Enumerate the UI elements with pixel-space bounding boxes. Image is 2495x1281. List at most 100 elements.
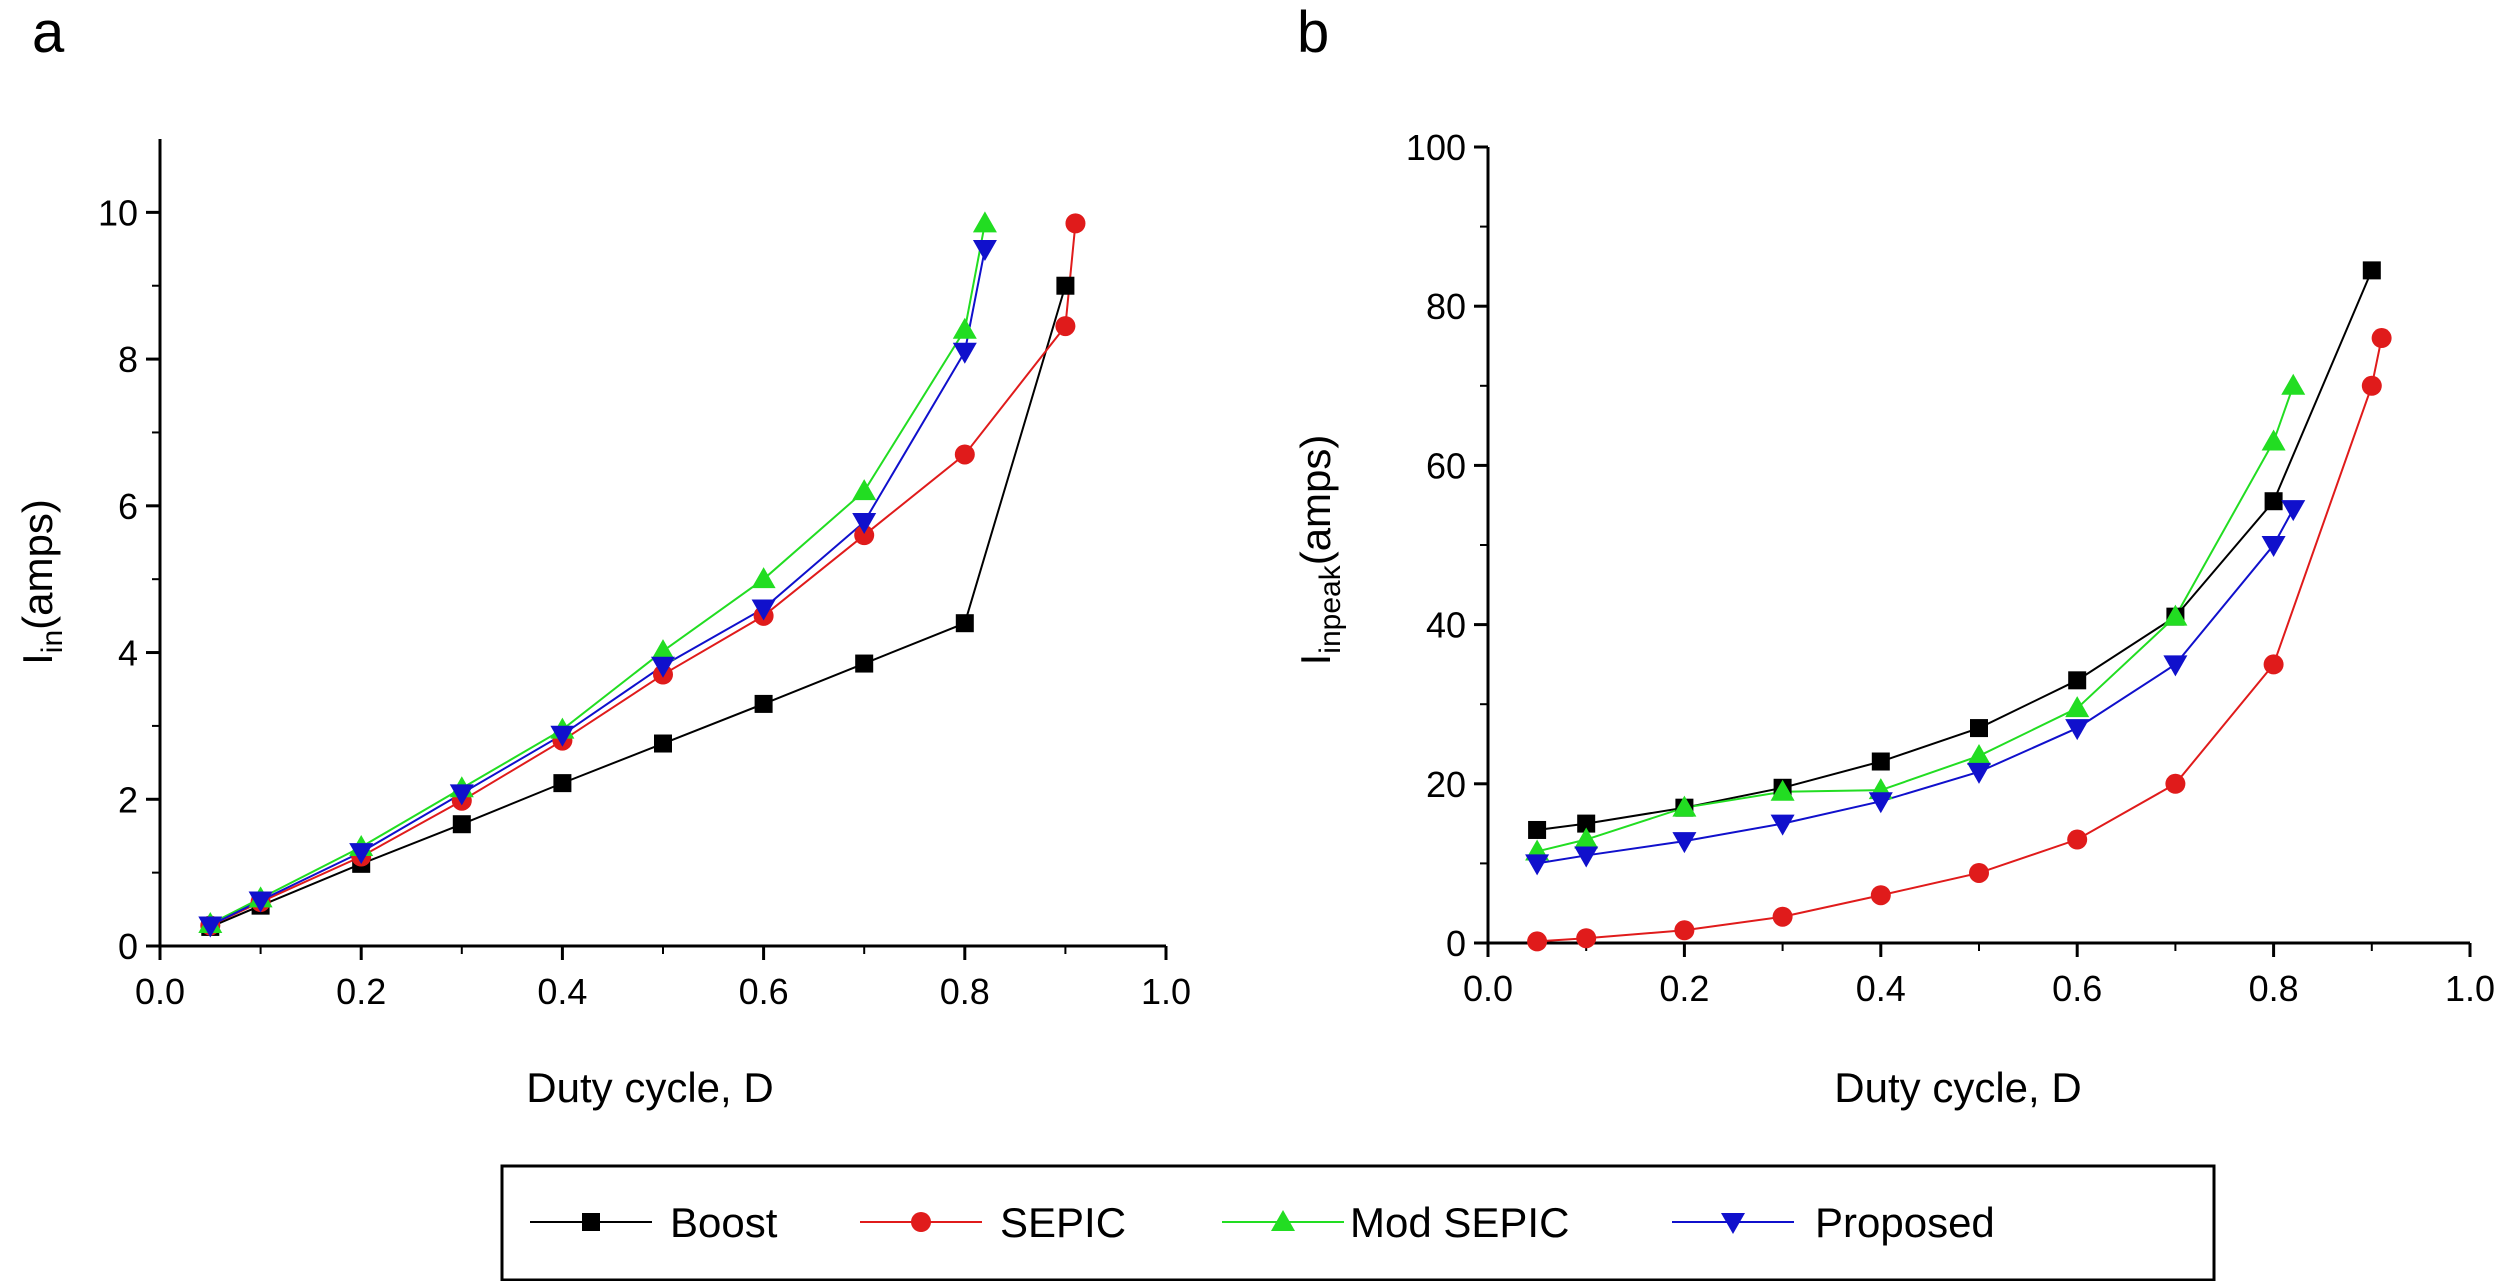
point-proposed-b: [1574, 846, 1599, 868]
series-line-mod-sepic-a: [209, 223, 986, 925]
point-sepic-b: [2361, 375, 2382, 396]
point-proposed-a: [248, 891, 273, 913]
y-tick-label-b: 60: [1426, 445, 1466, 486]
point-proposed-b: [2261, 536, 2286, 557]
y-axis-label-b-main: I: [1292, 654, 1339, 666]
series-line-proposed-b: [1536, 508, 2295, 865]
point-mod-sepic-a: [852, 479, 877, 501]
x-tick-label-a: 0.6: [739, 971, 789, 1012]
point-proposed-a: [751, 599, 776, 621]
x-tick-label-b: 0.2: [1659, 968, 1709, 1009]
point-sepic-b: [1674, 920, 1695, 941]
point-proposed-a: [651, 656, 675, 678]
legend-marker-proposed: [1721, 1213, 1745, 1234]
point-boost-b: [1577, 814, 1596, 833]
point-boost-a: [553, 774, 572, 793]
point-sepic-b: [1772, 906, 1793, 927]
legend-box: [500, 1164, 2216, 1281]
y-tick-label-b: 20: [1426, 764, 1466, 805]
point-sepic-a: [954, 444, 975, 465]
point-boost-a: [654, 734, 672, 753]
x-tick-label-b: 1.0: [2445, 968, 2495, 1009]
panel-label-a: a: [32, 0, 65, 65]
point-boost-a: [1056, 276, 1075, 295]
point-sepic-b: [1576, 928, 1597, 949]
x-tick-label-b: 0.0: [1463, 968, 1513, 1009]
y-axis-label-b-sub: inpeak: [1314, 564, 1347, 653]
point-sepic-a: [1055, 316, 1076, 337]
point-proposed-a: [852, 512, 877, 534]
point-boost-b: [1528, 820, 1547, 839]
y-tick-label-a: 10: [98, 192, 138, 233]
point-proposed-b: [1868, 792, 1893, 814]
y-tick-label-b: 100: [1406, 127, 1466, 168]
series-layer-a: [198, 211, 1086, 938]
legend-marker-boost: [582, 1213, 600, 1231]
point-sepic-a: [1065, 213, 1086, 234]
point-mod-sepic-b: [1770, 779, 1795, 801]
x-tick-label-b: 0.8: [2249, 968, 2299, 1009]
series-line-proposed-a: [209, 248, 986, 927]
y-axis-label-b: Iinpeak(amps): [1292, 435, 1347, 666]
point-sepic-b: [2165, 773, 2186, 794]
y-axis-label-b-unit: (amps): [1292, 435, 1339, 566]
series-line-boost-a: [209, 285, 1067, 928]
point-proposed-b: [1770, 814, 1795, 836]
series-layer-b: [1525, 261, 2392, 952]
y-tick-label-a: 6: [118, 486, 138, 527]
point-proposed-b: [1967, 762, 1991, 784]
point-sepic-b: [1870, 885, 1891, 906]
point-proposed-b: [1672, 832, 1697, 854]
y-axis-label-a-unit: (amps): [14, 499, 61, 630]
point-proposed-b: [2065, 719, 2090, 741]
series-line-boost-b: [1536, 269, 2373, 831]
x-tick-label-a: 1.0: [1141, 971, 1191, 1012]
panel-label-b: b: [1297, 0, 1329, 65]
point-boost-b: [2362, 261, 2381, 280]
point-mod-sepic-b: [2163, 604, 2188, 626]
legend: Boost SEPIC Mod SEPIC Proposed: [500, 1164, 2216, 1281]
point-sepic-b: [1969, 862, 1989, 883]
legend-marker-sepic: [911, 1212, 931, 1232]
legend-items: Boost SEPIC Mod SEPIC Proposed: [530, 1199, 1995, 1246]
point-mod-sepic-b: [2281, 373, 2306, 395]
legend-label-mod-sepic: Mod SEPIC: [1350, 1199, 1569, 1246]
point-mod-sepic-a: [952, 317, 977, 339]
point-mod-sepic-a: [972, 211, 997, 233]
y-tick-label-a: 2: [118, 779, 138, 820]
y-axis-label-a: Iin(amps): [14, 499, 69, 665]
x-axis-label-b: Duty cycle, D: [1834, 1064, 2081, 1111]
point-boost-b: [2068, 671, 2087, 690]
series-line-sepic-b: [1537, 337, 2383, 943]
point-mod-sepic-a: [751, 567, 776, 589]
point-boost-b: [1871, 752, 1890, 771]
x-tick-label-a: 0.4: [537, 971, 587, 1012]
y-tick-label-b: 0: [1446, 923, 1466, 964]
point-mod-sepic-b: [1672, 795, 1697, 817]
point-sepic-b: [2067, 829, 2088, 850]
point-boost-a: [754, 694, 773, 713]
point-boost-a: [955, 614, 974, 633]
y-tick-label-b: 80: [1426, 286, 1466, 327]
x-tick-label-b: 0.4: [1856, 968, 1906, 1009]
y-axis-label-a-main: I: [14, 653, 61, 665]
point-proposed-a: [972, 240, 997, 262]
x-tick-label-a: 0.2: [336, 971, 386, 1012]
point-proposed-a: [952, 342, 977, 364]
x-tick-label-b: 0.6: [2052, 968, 2102, 1009]
legend-label-proposed: Proposed: [1815, 1199, 1995, 1246]
axes-a: 0.0 0.2 0.4 0.6 0.8 1.0 0 2 4 6 8 10: [98, 139, 1191, 1012]
y-axis-label-a-sub: in: [36, 630, 69, 653]
y-tick-label-a: 0: [118, 926, 138, 967]
panel-b: b 0.0 0.2 0.4 0.6 0.8 1.0 0 20 40 60 80 100 Duty cy…: [1292, 0, 2495, 1111]
panel-a: a 0.0 0.2 0.4 0.6 0.8 1.0 0 2 4 6 8 10 Duty cycle, …: [14, 0, 1191, 1111]
legend-marker-mod-sepic: [1271, 1210, 1295, 1231]
point-mod-sepic-b: [2261, 429, 2286, 451]
y-tick-label-a: 8: [118, 339, 138, 380]
point-boost-b: [1970, 719, 1988, 738]
point-mod-sepic-a: [651, 639, 675, 661]
point-mod-sepic-b: [1967, 743, 1991, 765]
x-tick-label-a: 0.8: [940, 971, 990, 1012]
point-boost-a: [855, 654, 874, 673]
